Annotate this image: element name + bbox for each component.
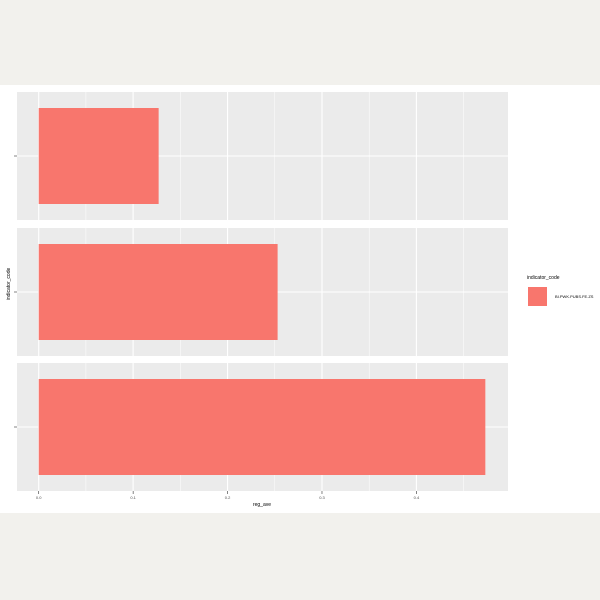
bar-chart: 0.0 0.1 0.2 0.3 0.4 reg_ave indicator_code i… <box>6 92 594 508</box>
legend-key <box>528 287 547 306</box>
plot-area: 0.0 0.1 0.2 0.3 0.4 reg_ave indicator_code i… <box>0 85 600 513</box>
legend-label: BI.PWK.PUBS.FE.ZS <box>555 294 594 299</box>
bar <box>38 244 278 340</box>
x-tick-label: 0.0 <box>36 495 42 500</box>
bar <box>38 379 486 475</box>
legend-title: indicator_code <box>527 275 560 281</box>
legend: indicator_code BI.PWK.PUBS.FE.ZS <box>527 275 594 306</box>
y-axis-title: indicator_code <box>6 268 12 301</box>
x-tick-label: 0.3 <box>319 495 325 500</box>
x-tick-label: 0.1 <box>130 495 136 500</box>
x-tick-label: 0.4 <box>414 495 420 500</box>
bar <box>38 108 159 204</box>
x-tick-label: 0.2 <box>225 495 231 500</box>
x-axis-title: reg_ave <box>253 502 271 508</box>
